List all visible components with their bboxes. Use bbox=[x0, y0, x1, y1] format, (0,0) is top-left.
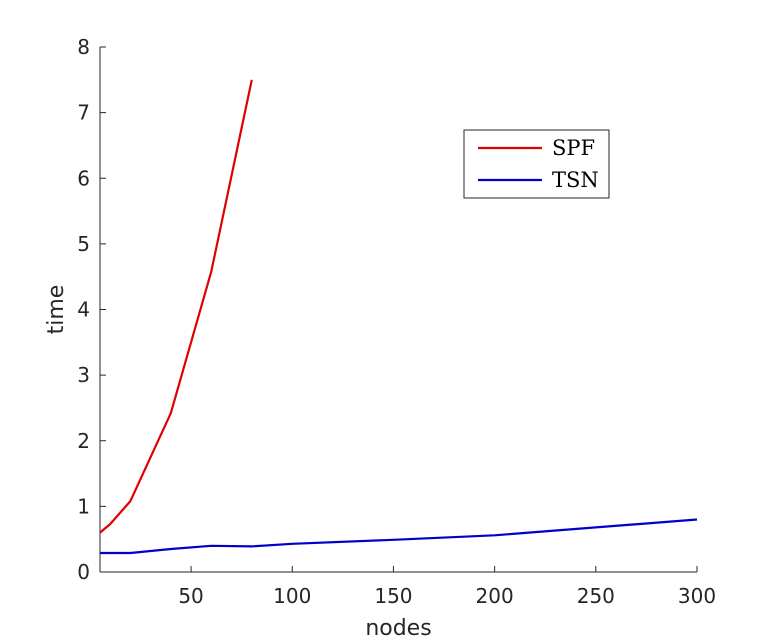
y-tick-label: 7 bbox=[77, 101, 90, 125]
y-tick-label: 4 bbox=[77, 298, 90, 322]
y-tick-label: 5 bbox=[77, 232, 90, 256]
axes: 50 100 150 200 250 300 0 1 2 3 4 5 6 7 8 bbox=[77, 35, 716, 608]
x-tick-label: 200 bbox=[476, 584, 514, 608]
y-tick-label: 2 bbox=[77, 429, 90, 453]
x-tick-label: 300 bbox=[678, 584, 716, 608]
legend-box bbox=[463, 129, 610, 199]
y-axis-label: time bbox=[44, 285, 69, 335]
y-tick-label: 0 bbox=[77, 560, 90, 584]
y-tick-label: 1 bbox=[77, 494, 90, 518]
x-tick-label: 150 bbox=[374, 584, 412, 608]
x-tick-label: 250 bbox=[577, 584, 615, 608]
series-line-tsn bbox=[100, 518, 698, 555]
x-tick-label: 50 bbox=[178, 584, 203, 608]
legend-label-spf: SPF bbox=[552, 136, 595, 160]
legend-label-tsn: TSN bbox=[552, 168, 599, 192]
series-layer bbox=[99, 79, 698, 555]
y-tick-label: 8 bbox=[77, 35, 90, 59]
x-axis-label: nodes bbox=[365, 616, 431, 641]
x-tick-label: 100 bbox=[273, 584, 311, 608]
legend: SPF TSN bbox=[463, 129, 610, 199]
series-line-spf bbox=[99, 79, 253, 534]
y-tick-label: 6 bbox=[77, 166, 90, 190]
y-tick-label: 3 bbox=[77, 363, 90, 387]
